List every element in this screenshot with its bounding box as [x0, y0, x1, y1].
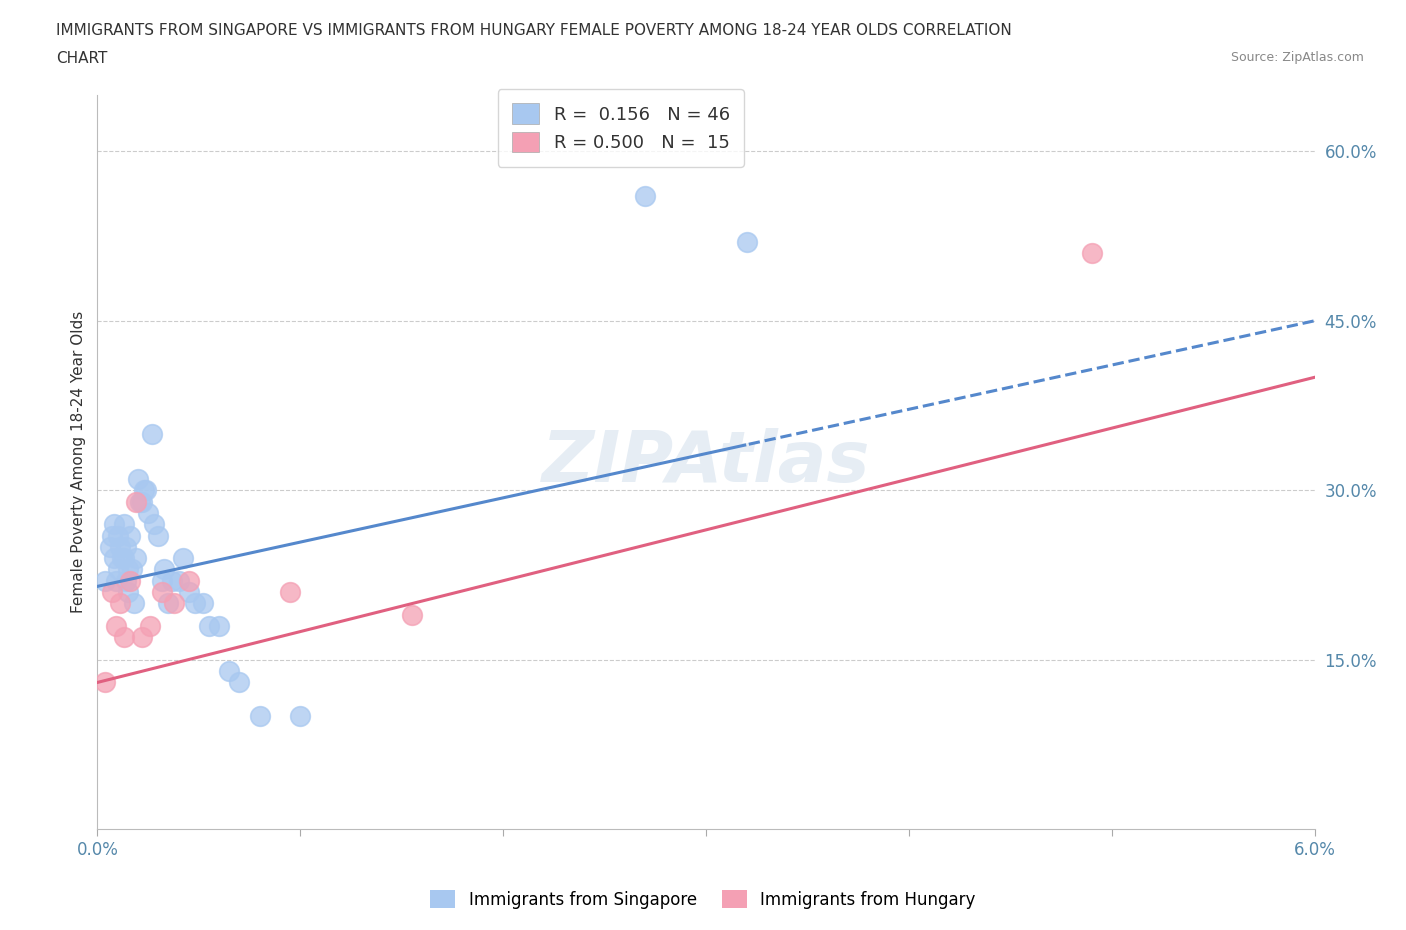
Point	[107, 562, 129, 577]
Point	[401, 607, 423, 622]
Point	[735, 234, 758, 249]
Point	[148, 528, 170, 543]
Point	[125, 551, 148, 565]
Text: ZIPAtlas: ZIPAtlas	[541, 428, 870, 497]
Point	[111, 551, 134, 565]
Point	[121, 562, 143, 577]
Point	[177, 573, 200, 588]
Y-axis label: Female Poverty Among 18-24 Year Olds: Female Poverty Among 18-24 Year Olds	[72, 311, 86, 613]
Point	[135, 483, 157, 498]
Point	[1080, 246, 1102, 260]
Text: IMMIGRANTS FROM SINGAPORE VS IMMIGRANTS FROM HUNGARY FEMALE POVERTY AMONG 18-24 : IMMIGRANTS FROM SINGAPORE VS IMMIGRANTS …	[56, 23, 1012, 38]
Point	[191, 596, 214, 611]
Point	[150, 585, 173, 600]
Point	[103, 551, 125, 565]
Point	[104, 618, 127, 633]
Point	[114, 539, 136, 554]
Point	[208, 618, 231, 633]
Point	[131, 494, 153, 509]
Point	[143, 517, 166, 532]
Point	[108, 596, 131, 611]
Point	[94, 675, 117, 690]
Point	[249, 709, 271, 724]
Point	[184, 596, 207, 611]
Point	[290, 709, 312, 724]
Point	[177, 585, 200, 600]
Point	[129, 494, 152, 509]
Point	[100, 528, 122, 543]
Point	[98, 539, 121, 554]
Point	[117, 562, 139, 577]
Point	[141, 426, 163, 441]
Point	[278, 585, 301, 600]
Point	[198, 618, 221, 633]
Point	[122, 596, 145, 611]
Point	[103, 517, 125, 532]
Point	[118, 528, 141, 543]
Point	[100, 585, 122, 600]
Point	[127, 472, 149, 486]
Point	[131, 630, 153, 644]
Point	[139, 618, 162, 633]
Point	[104, 573, 127, 588]
Point	[125, 494, 148, 509]
Point	[132, 483, 155, 498]
Point	[634, 189, 657, 204]
Point	[218, 664, 240, 679]
Point	[107, 528, 129, 543]
Text: CHART: CHART	[56, 51, 108, 66]
Point	[114, 573, 136, 588]
Point	[136, 506, 159, 521]
Point	[172, 551, 194, 565]
Legend: R =  0.156   N = 46, R = 0.500   N =  15: R = 0.156 N = 46, R = 0.500 N = 15	[498, 89, 744, 166]
Point	[117, 585, 139, 600]
Point	[228, 675, 250, 690]
Point	[157, 596, 180, 611]
Point	[150, 573, 173, 588]
Legend: Immigrants from Singapore, Immigrants from Hungary: Immigrants from Singapore, Immigrants fr…	[422, 882, 984, 917]
Point	[153, 562, 176, 577]
Point	[118, 573, 141, 588]
Point	[162, 573, 184, 588]
Point	[112, 630, 135, 644]
Point	[112, 517, 135, 532]
Point	[163, 596, 186, 611]
Point	[167, 573, 190, 588]
Point	[108, 539, 131, 554]
Point	[94, 573, 117, 588]
Text: Source: ZipAtlas.com: Source: ZipAtlas.com	[1230, 51, 1364, 64]
Point	[112, 551, 135, 565]
